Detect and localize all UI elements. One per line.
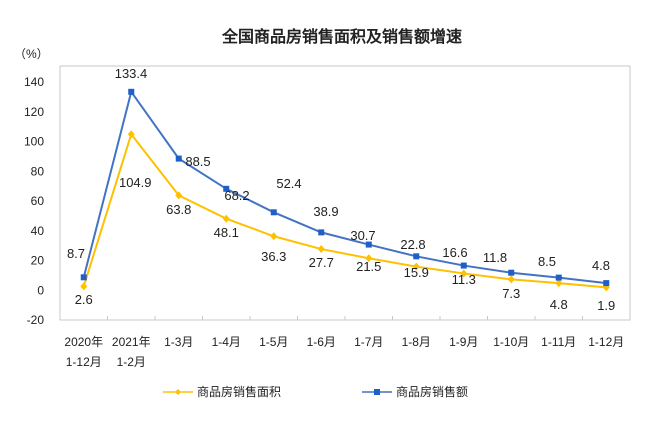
y-tick-label: 80 — [31, 164, 45, 178]
data-point-diamond — [412, 262, 420, 271]
data-point-diamond — [507, 275, 515, 284]
y-tick-label: 100 — [24, 135, 44, 149]
data-point-square — [318, 229, 325, 236]
x-tick-label: 1-12月 — [588, 335, 624, 349]
data-label-sales: 8.5 — [538, 254, 556, 269]
data-label-area: 4.8 — [550, 297, 568, 312]
data-label-sales: 22.8 — [400, 237, 425, 252]
data-label-area: 15.9 — [404, 265, 429, 280]
data-label-area: 11.3 — [452, 272, 476, 287]
data-point-diamond — [127, 130, 135, 139]
data-label-sales: 11.8 — [483, 250, 507, 265]
data-label-area: 104.9 — [119, 175, 152, 190]
data-point-diamond — [317, 245, 325, 254]
data-label-sales: 52.4 — [276, 176, 301, 191]
data-point-square — [508, 269, 515, 276]
legend-diamond-icon — [175, 389, 181, 395]
data-point-square — [603, 280, 610, 287]
data-label-sales: 133.4 — [115, 66, 148, 81]
data-point-diamond — [460, 269, 468, 278]
legend-square-icon — [374, 389, 380, 395]
data-point-diamond — [80, 282, 88, 291]
x-tick-label: 1-9月 — [449, 335, 478, 349]
data-label-area: 2.6 — [75, 292, 93, 307]
data-label-sales: 16.6 — [442, 245, 467, 260]
data-point-diamond — [175, 191, 183, 200]
data-point-square — [555, 274, 562, 281]
data-label-sales: 38.9 — [313, 204, 338, 219]
x-tick-label: 1-12月 — [66, 355, 102, 369]
data-label-area: 63.8 — [166, 202, 191, 217]
data-point-diamond — [270, 232, 278, 241]
data-label-area: 27.7 — [309, 255, 334, 270]
legend-label: 商品房销售面积 — [197, 384, 281, 399]
y-tick-label: 60 — [31, 194, 45, 208]
x-tick-label: 1-8月 — [402, 335, 431, 349]
data-point-square — [175, 155, 182, 162]
x-tick-label: 1-11月 — [541, 335, 576, 349]
series-line-1 — [82, 89, 607, 285]
data-point-square — [223, 185, 230, 192]
data-point-diamond — [365, 254, 373, 263]
data-point-square — [365, 241, 372, 248]
data-label-sales: 68.2 — [224, 188, 249, 203]
x-tick-label: 1-4月 — [212, 335, 241, 349]
data-point-square — [80, 274, 87, 281]
y-tick-label: 140 — [24, 75, 44, 89]
x-tick-label: 1-6月 — [307, 335, 336, 349]
data-label-sales: 30.7 — [350, 228, 375, 243]
x-tick-label: 2021年 — [112, 335, 151, 349]
y-tick-label: 40 — [31, 224, 45, 238]
data-point-diamond — [222, 214, 230, 223]
chart-title: 全国商品房销售面积及销售额增速 — [221, 27, 462, 46]
data-label-area: 1.9 — [597, 298, 615, 313]
y-tick-label: 20 — [31, 254, 45, 268]
data-label-sales: 8.7 — [67, 246, 85, 261]
data-label-sales: 4.8 — [592, 258, 610, 273]
x-tick-label: 1-7月 — [354, 335, 383, 349]
x-tick-label: 1-3月 — [164, 335, 193, 349]
y-tick-label: 0 — [37, 283, 44, 297]
data-point-diamond — [555, 279, 563, 288]
data-label-area: 21.5 — [356, 259, 381, 274]
data-point-square — [460, 262, 467, 269]
x-tick-label: 1-5月 — [259, 335, 288, 349]
x-tick-label: 1-10月 — [493, 335, 529, 349]
data-label-area: 48.1 — [214, 225, 239, 240]
legend-label: 商品房销售额 — [396, 384, 468, 399]
series-line-0 — [82, 132, 607, 289]
data-label-area: 7.3 — [502, 286, 520, 301]
data-label-sales: 88.5 — [185, 154, 210, 169]
x-tick-label: 1-2月 — [117, 355, 146, 369]
y-tick-label: 120 — [24, 105, 44, 119]
x-tick-label: 2020年 — [64, 335, 103, 349]
data-point-square — [270, 209, 277, 216]
y-axis-label: （%） — [14, 47, 49, 61]
y-tick-label: -20 — [27, 313, 45, 327]
data-label-area: 36.3 — [261, 249, 286, 264]
data-point-square — [128, 88, 135, 95]
data-point-square — [413, 253, 420, 260]
